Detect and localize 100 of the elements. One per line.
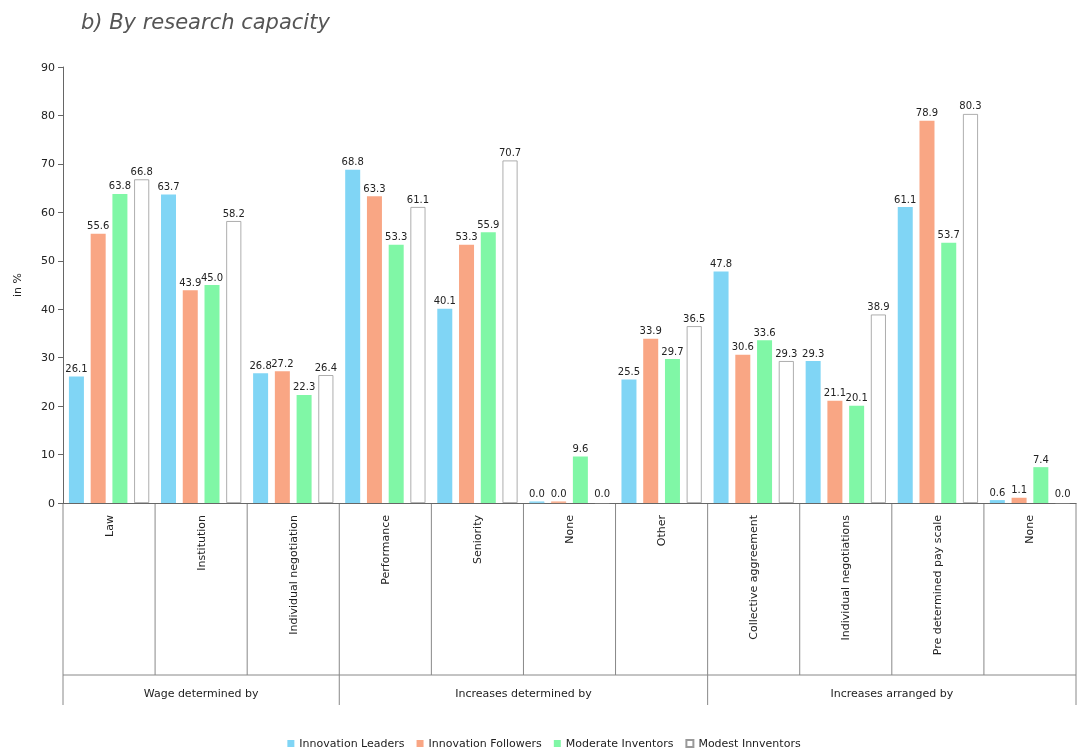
bar xyxy=(735,354,751,503)
bar xyxy=(112,193,128,503)
bar xyxy=(757,340,773,503)
data-label: 66.8 xyxy=(130,165,153,177)
data-label: 25.5 xyxy=(617,365,641,377)
data-label: 27.2 xyxy=(271,357,294,369)
bar xyxy=(962,113,978,503)
bar xyxy=(182,290,198,503)
data-label: 7.4 xyxy=(1032,453,1049,465)
y-tick-label: 10 xyxy=(41,448,55,462)
data-label: 29.3 xyxy=(802,347,825,359)
bar xyxy=(686,326,702,503)
bar xyxy=(827,400,843,503)
bar xyxy=(68,376,84,503)
y-tick-label: 70 xyxy=(41,157,55,171)
legend-label: Modest Innventors xyxy=(698,737,801,750)
bar xyxy=(204,285,220,503)
data-label: 47.8 xyxy=(709,257,733,269)
x-tick-label: Collective aggreement xyxy=(747,514,761,640)
x-tick-label: Law xyxy=(102,515,116,537)
y-tick-label: 0 xyxy=(48,496,55,510)
data-label: 63.7 xyxy=(157,180,180,192)
chart-title: b) By research capacity xyxy=(81,9,331,34)
bar xyxy=(1011,497,1027,503)
data-label: 29.7 xyxy=(661,345,684,357)
legend-label: Innovation Leaders xyxy=(299,737,405,750)
y-tick-label: 60 xyxy=(41,205,55,219)
x-tick-label: Seniority xyxy=(470,514,484,564)
data-label: 0.0 xyxy=(594,488,611,499)
data-label: 0.0 xyxy=(528,488,545,499)
y-axis-title: in % xyxy=(11,273,24,297)
bar xyxy=(849,405,865,503)
data-label: 26.1 xyxy=(65,363,88,375)
data-label: 33.6 xyxy=(753,326,776,338)
data-label: 38.9 xyxy=(867,301,890,313)
bar xyxy=(870,314,886,503)
bar xyxy=(621,379,637,503)
x-tick-label: Pre determined pay scale xyxy=(931,514,945,656)
data-label: 61.1 xyxy=(406,193,430,205)
bar xyxy=(989,500,1005,503)
bar xyxy=(134,179,150,503)
bar xyxy=(664,359,680,503)
bar xyxy=(713,271,729,503)
y-tick-label: 50 xyxy=(41,254,55,268)
bar xyxy=(253,373,269,503)
data-label: 63.3 xyxy=(363,182,386,194)
x-tick-label: Individual negotiation xyxy=(286,514,300,635)
bar xyxy=(388,244,404,503)
bar xyxy=(410,207,426,503)
bar xyxy=(366,196,382,503)
data-label: 55.9 xyxy=(477,218,500,230)
data-label: 1.1 xyxy=(1011,484,1028,496)
text: Increases arranged by xyxy=(830,686,954,700)
data-label: 43.9 xyxy=(179,276,202,288)
data-label: 0.0 xyxy=(550,488,567,499)
x-tick-label: Individual negotiations xyxy=(839,514,853,641)
data-label: 58.2 xyxy=(222,207,245,219)
data-label: 55.6 xyxy=(87,220,110,232)
data-label: 22.3 xyxy=(292,381,316,393)
x-tick-label: Institution xyxy=(194,514,208,571)
y-tick-label: 90 xyxy=(41,60,55,74)
data-label: 80.3 xyxy=(959,100,982,112)
bar xyxy=(274,371,290,503)
text: Increases determined by xyxy=(455,686,593,700)
data-label: 30.6 xyxy=(731,341,754,353)
data-label: 68.8 xyxy=(341,156,364,168)
legend-label: Innovation Followers xyxy=(428,737,543,750)
data-label: 63.8 xyxy=(108,180,132,192)
y-tick-label: 30 xyxy=(41,351,55,365)
data-label: 53.7 xyxy=(937,229,960,241)
bar xyxy=(572,456,588,503)
data-label: 40.1 xyxy=(433,295,456,307)
bar xyxy=(805,361,821,503)
bar xyxy=(161,194,177,503)
bar xyxy=(459,244,475,503)
bar xyxy=(480,232,496,503)
data-label: 20.1 xyxy=(845,392,868,404)
x-tick-label: Other xyxy=(655,514,669,547)
bar xyxy=(941,242,957,503)
data-label: 0.6 xyxy=(989,486,1006,498)
data-label: 36.5 xyxy=(683,312,706,324)
data-label: 26.8 xyxy=(249,359,272,371)
bar xyxy=(226,221,242,503)
data-label: 53.3 xyxy=(385,231,408,243)
bar xyxy=(1033,467,1049,503)
x-tick-label: None xyxy=(1023,514,1037,544)
x-tick-label: None xyxy=(563,514,576,544)
bar xyxy=(437,308,453,503)
bar xyxy=(778,361,794,503)
text: Wage determined by xyxy=(143,686,260,700)
data-label: 70.7 xyxy=(498,147,522,158)
legend-label: Moderate Inventors xyxy=(565,737,674,750)
y-tick-label: 80 xyxy=(41,108,55,122)
data-label: 9.6 xyxy=(572,442,589,454)
bar xyxy=(345,169,361,503)
x-tick-label: Performance xyxy=(378,514,392,585)
data-label: 26.4 xyxy=(314,361,337,373)
bar xyxy=(897,207,913,503)
bar xyxy=(502,160,518,503)
y-tick-label: 40 xyxy=(41,302,55,316)
